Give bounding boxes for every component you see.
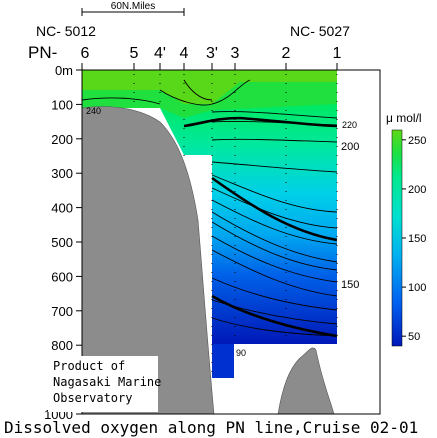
- y-axis: 0m1002003004005006007008009001000: [44, 63, 82, 422]
- seafloor-right: [277, 347, 335, 414]
- oxygen-field: [82, 70, 337, 344]
- station-id-left: NC- 5012: [36, 23, 96, 39]
- y-tick-label-0: 0m: [55, 63, 73, 78]
- station-dots: [133, 74, 338, 378]
- station-labels: 6 5 4' 4 3' 3 2 1: [81, 45, 342, 70]
- contour-lines: [82, 79, 338, 337]
- y-tick-label-7: 700: [51, 304, 73, 319]
- product-note-line-1: Product of: [53, 359, 125, 373]
- colorbar-tick-label-0: 250: [408, 135, 426, 147]
- contour-label-220: 220: [342, 120, 357, 130]
- y-tick-label-8: 800: [51, 338, 73, 353]
- y-tick-label-3: 300: [51, 166, 73, 181]
- station-label-2: 4': [154, 45, 166, 62]
- y-tick-label-4: 400: [51, 201, 73, 216]
- colorbar-tick-label-1: 200: [408, 184, 426, 196]
- colorbar: μ mol/l 250 200 150 100 50: [386, 111, 426, 347]
- colorbar-unit: μ mol/l: [386, 111, 422, 125]
- contour-label-100: 100: [287, 349, 302, 359]
- colorbar-tick-label-3: 100: [408, 282, 426, 294]
- product-note-line-2: Nagasaki Marine: [53, 375, 161, 389]
- station-label-3: 4: [180, 45, 189, 62]
- scale-bar-label: 60N.Miles: [111, 1, 155, 12]
- scale-bar: 60N.Miles: [81, 1, 185, 16]
- station-label-7: 1: [333, 45, 342, 62]
- seafloor-left: [82, 106, 215, 414]
- station-label-6: 2: [282, 45, 291, 62]
- contour-label-90: 90: [236, 348, 246, 358]
- line-label: PN-: [28, 43, 57, 62]
- contour-label-group: 220 200 150 240 90 100: [86, 106, 359, 359]
- product-note: Product of Nagasaki Marine Observatory: [48, 356, 161, 412]
- y-tick-label-6: 600: [51, 269, 73, 284]
- product-note-line-3: Observatory: [53, 391, 132, 405]
- station-label-4: 3': [206, 45, 218, 62]
- contour-label-150: 150: [341, 279, 359, 291]
- y-tick-label-5: 500: [51, 235, 73, 250]
- chart-caption: Dissolved oxygen along PN line,Cruise 02…: [4, 418, 418, 437]
- colorbar-tick-label-2: 150: [408, 233, 426, 245]
- colorbar-tick-label-4: 50: [408, 331, 420, 343]
- y-tick-label-2: 200: [51, 132, 73, 147]
- contour-label-240: 240: [86, 106, 101, 116]
- station-label-1: 5: [130, 45, 139, 62]
- station-label-5: 3: [231, 45, 240, 62]
- station-label-0: 6: [81, 45, 90, 62]
- station-id-right: NC- 5027: [290, 23, 350, 39]
- bold-contours: [183, 116, 338, 338]
- y-tick-label-1: 100: [51, 97, 73, 112]
- contour-label-200: 200: [341, 141, 359, 153]
